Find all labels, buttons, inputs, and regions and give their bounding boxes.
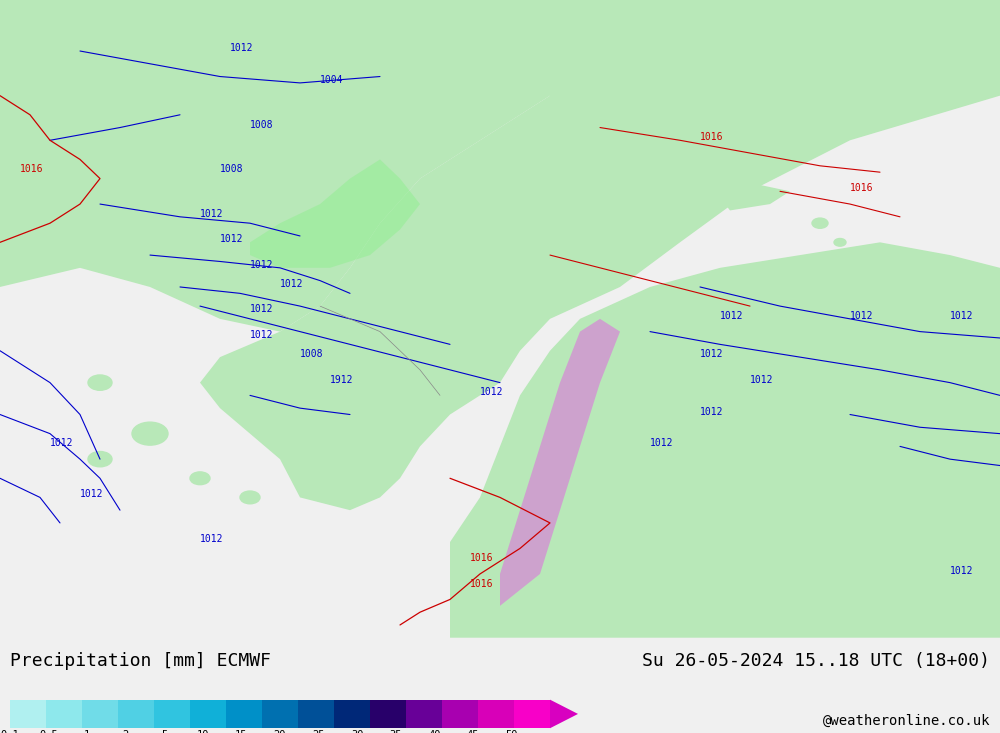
Text: 1012: 1012 <box>950 566 974 576</box>
Text: 1012: 1012 <box>480 387 504 397</box>
Circle shape <box>88 375 112 390</box>
Text: 50: 50 <box>505 730 518 733</box>
Text: 1008: 1008 <box>220 164 244 174</box>
Text: 1008: 1008 <box>250 119 274 130</box>
Polygon shape <box>550 699 578 729</box>
Text: 1012: 1012 <box>50 438 74 449</box>
Circle shape <box>834 238 846 246</box>
Text: 1012: 1012 <box>220 235 244 244</box>
Text: 1012: 1012 <box>250 304 274 314</box>
Circle shape <box>240 491 260 504</box>
Text: 30: 30 <box>351 730 363 733</box>
Text: 1012: 1012 <box>850 311 874 321</box>
Text: 1012: 1012 <box>700 407 724 416</box>
Text: 10: 10 <box>197 730 209 733</box>
Bar <box>226 699 262 729</box>
Text: 20: 20 <box>274 730 286 733</box>
Text: 1012: 1012 <box>230 43 254 53</box>
Bar <box>442 699 478 729</box>
Circle shape <box>88 452 112 467</box>
Text: 1012: 1012 <box>200 534 224 544</box>
Bar <box>154 699 190 729</box>
Bar <box>370 699 406 729</box>
Circle shape <box>132 422 168 445</box>
Polygon shape <box>450 243 1000 638</box>
Text: 0.5: 0.5 <box>39 730 58 733</box>
Polygon shape <box>200 0 1000 510</box>
Text: Precipitation [mm] ECMWF: Precipitation [mm] ECMWF <box>10 652 271 670</box>
Bar <box>46 699 82 729</box>
Text: 1912: 1912 <box>330 375 354 385</box>
Polygon shape <box>250 160 420 268</box>
Bar <box>298 699 334 729</box>
Bar <box>514 699 550 729</box>
Text: 1012: 1012 <box>80 490 104 499</box>
Bar <box>334 699 370 729</box>
Text: 1016: 1016 <box>20 164 44 174</box>
Text: Su 26-05-2024 15..18 UTC (18+00): Su 26-05-2024 15..18 UTC (18+00) <box>642 652 990 670</box>
Polygon shape <box>0 0 550 331</box>
Text: 1012: 1012 <box>650 438 674 449</box>
Text: 25: 25 <box>312 730 325 733</box>
Text: 1012: 1012 <box>250 259 274 270</box>
Polygon shape <box>500 319 620 605</box>
Text: @weatheronline.co.uk: @weatheronline.co.uk <box>822 714 990 729</box>
Text: 1012: 1012 <box>700 349 724 359</box>
Text: 2: 2 <box>123 730 129 733</box>
Circle shape <box>190 472 210 485</box>
Text: 1016: 1016 <box>470 553 494 563</box>
Text: 5: 5 <box>161 730 167 733</box>
Text: 1: 1 <box>84 730 90 733</box>
Bar <box>262 699 298 729</box>
Bar <box>190 699 226 729</box>
Text: 35: 35 <box>389 730 402 733</box>
Polygon shape <box>580 166 720 198</box>
Bar <box>478 699 514 729</box>
Text: 1012: 1012 <box>280 279 304 289</box>
Text: 45: 45 <box>467 730 479 733</box>
Text: 1016: 1016 <box>850 183 874 194</box>
Text: 1012: 1012 <box>200 209 224 219</box>
Bar <box>118 699 154 729</box>
Text: 15: 15 <box>235 730 248 733</box>
Text: 40: 40 <box>428 730 441 733</box>
Text: 1004: 1004 <box>320 75 344 85</box>
Text: 1008: 1008 <box>300 349 324 359</box>
Text: 1016: 1016 <box>700 132 724 142</box>
Circle shape <box>863 257 877 266</box>
Text: 1012: 1012 <box>720 311 744 321</box>
Polygon shape <box>720 185 790 210</box>
Text: 1016: 1016 <box>470 578 494 589</box>
Bar <box>10 699 46 729</box>
Text: 1012: 1012 <box>950 311 974 321</box>
Bar <box>82 699 118 729</box>
Text: 1012: 1012 <box>250 330 274 340</box>
Circle shape <box>812 218 828 228</box>
Bar <box>406 699 442 729</box>
Text: 0.1: 0.1 <box>1 730 19 733</box>
Text: 1012: 1012 <box>750 375 774 385</box>
